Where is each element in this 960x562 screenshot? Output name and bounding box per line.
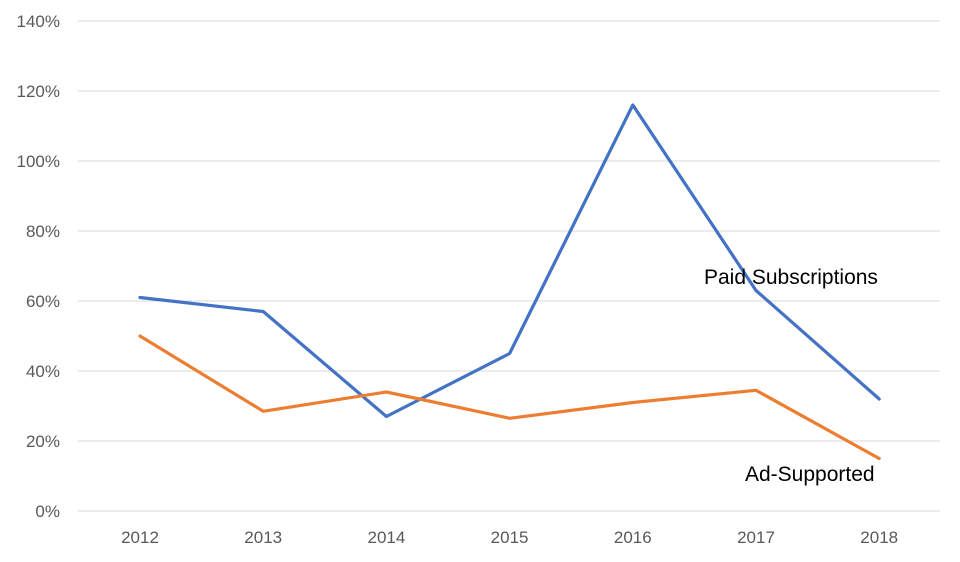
data-point [508,416,512,420]
x-tick-label: 2012 [121,528,159,547]
data-point [261,409,265,413]
x-tick-label: 2014 [367,528,405,547]
data-point [508,352,512,356]
series-label: Ad-Supported [745,463,875,486]
y-tick-label: 120% [17,82,60,101]
data-point [631,103,635,107]
y-tick-label: 40% [26,362,60,381]
y-tick-label: 100% [17,152,60,171]
x-tick-label: 2016 [614,528,652,547]
series-line-ad-supported [138,334,881,461]
x-axis-tick-labels: 2012 2013 2014 2015 2016 2017 2018 [121,528,898,547]
data-point [754,388,758,392]
x-tick-label: 2017 [737,528,775,547]
data-point [631,401,635,405]
x-tick-label: 2015 [491,528,529,547]
data-point [138,334,142,338]
series-labels: Paid Subscriptions Ad-Supported [704,266,878,486]
data-point [261,310,265,314]
y-axis-tick-labels: 0% 20% 40% 60% 80% 100% 120% 140% [17,12,60,521]
data-point [138,296,142,300]
data-point [877,457,881,461]
series-line-paid-subscriptions [138,103,881,419]
series-label: Paid Subscriptions [704,266,878,289]
y-tick-label: 20% [26,432,60,451]
y-tick-label: 60% [26,292,60,311]
x-tick-label: 2013 [244,528,282,547]
data-point [877,397,881,401]
y-tick-label: 0% [35,502,60,521]
y-tick-label: 140% [17,12,60,31]
data-point [384,390,388,394]
data-point [384,415,388,419]
data-point [754,289,758,293]
x-tick-label: 2018 [860,528,898,547]
series-lines [138,103,881,461]
y-tick-label: 80% [26,222,60,241]
gridlines [78,20,940,512]
